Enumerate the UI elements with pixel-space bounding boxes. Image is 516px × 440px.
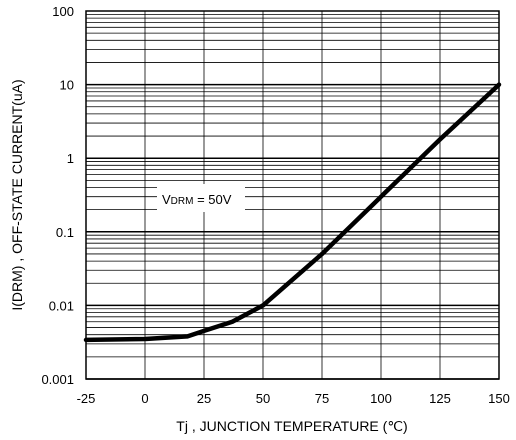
y-axis-label: I(DRM) , OFF-STATE CURRENT(uA) [9,79,25,310]
x-tick-label: 100 [370,391,392,406]
annotation-box: VDRM = 50V [157,184,245,212]
annotation-background [157,184,245,212]
y-tick-label: 10 [60,78,74,93]
x-tick-label: -25 [77,391,96,406]
y-tick-label: 1 [67,151,74,166]
x-tick-labels: -25 0 25 50 75 100 125 150 [77,391,510,406]
annotation-prefix: V [162,192,171,207]
annotation-text: VDRM = 50V [162,192,232,207]
plot-frame [85,10,500,380]
annotation-suffix: = 50V [193,192,231,207]
y-tick-label: 0.001 [41,372,74,387]
x-tick-label: 150 [488,391,510,406]
y-tick-labels: 0.001 0.01 0.1 1 10 100 [41,4,74,387]
y-tick-label: 0.1 [56,225,74,240]
series-line [83,82,502,343]
annotation-subscript: DRM [171,196,194,207]
x-tick-label: 0 [141,391,148,406]
x-tick-label: 125 [429,391,451,406]
x-tick-label: 50 [256,391,270,406]
x-axis-label: Tj , JUNCTION TEMPERATURE (℃) [176,418,407,434]
x-tick-label: 75 [315,391,329,406]
y-tick-label: 100 [52,4,74,19]
x-tick-label: 25 [197,391,211,406]
grid [85,11,500,380]
y-tick-label: 0.01 [49,298,74,313]
